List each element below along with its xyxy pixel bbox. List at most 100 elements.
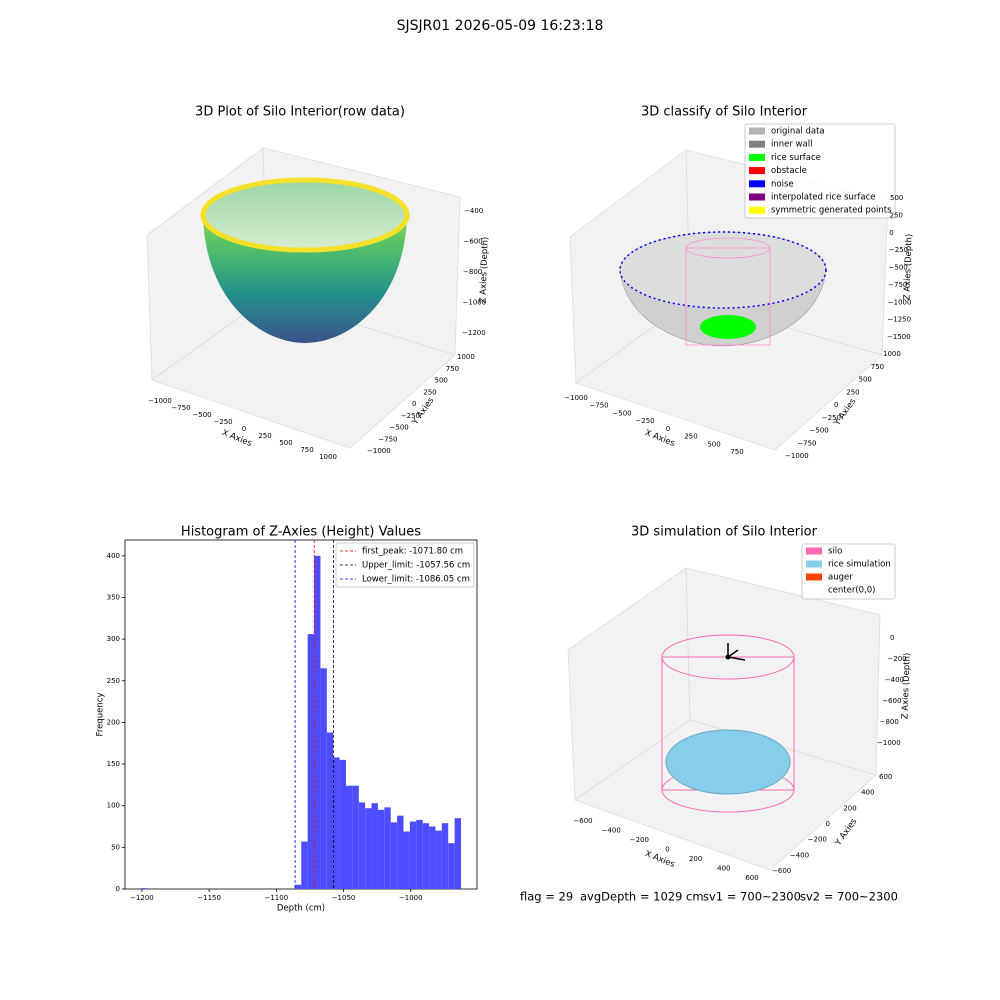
zticks-label: 0 bbox=[889, 229, 893, 237]
pane bbox=[151, 296, 456, 449]
center bbox=[725, 654, 731, 660]
zticks-label: 0 bbox=[890, 634, 894, 642]
bar bbox=[294, 884, 302, 889]
bar bbox=[333, 757, 340, 889]
bar bbox=[422, 823, 430, 889]
bar bbox=[371, 803, 378, 889]
y-tick-label: 350 bbox=[107, 593, 120, 601]
legend-label: rice simulation bbox=[828, 560, 891, 570]
x-axis-label: X Axies bbox=[643, 428, 676, 449]
x-axis-label: X Axies bbox=[643, 849, 676, 870]
panel-simulation bbox=[567, 543, 896, 871]
legend-label: interpolated rice surface bbox=[771, 193, 876, 203]
footer-text: flag = 29 bbox=[520, 890, 573, 904]
legend-swatch bbox=[749, 153, 765, 161]
footer-text: avgDepth = 1029 cm bbox=[580, 890, 704, 904]
xticks-label: −400 bbox=[602, 827, 621, 835]
yticks-label: 0 bbox=[412, 400, 416, 408]
noise-ring bbox=[619, 231, 827, 309]
xticks-label: −250 bbox=[635, 417, 654, 425]
xticks-label: 250 bbox=[684, 433, 697, 441]
y-axis-label: Frequency bbox=[96, 693, 106, 737]
xticks-label: −1000 bbox=[148, 397, 172, 405]
yticks-label: 0 bbox=[834, 401, 838, 409]
zticks-label: −800 bbox=[880, 718, 899, 726]
xticks-label: 750 bbox=[730, 448, 743, 456]
cylinder bbox=[685, 247, 771, 346]
y-tick-label: 0 bbox=[116, 885, 120, 893]
bar bbox=[345, 785, 353, 889]
yticks-label: 1000 bbox=[457, 353, 475, 361]
legend-label: rice surface bbox=[771, 153, 821, 163]
xticks-label: −200 bbox=[630, 836, 649, 844]
zticks-label: −200 bbox=[887, 655, 906, 663]
yticks-label: 1000 bbox=[883, 350, 901, 358]
bar bbox=[435, 830, 442, 889]
legend-swatch bbox=[749, 140, 765, 148]
zticks-label: −600 bbox=[464, 238, 483, 246]
yticks-label: −500 bbox=[810, 427, 829, 435]
surface-rim bbox=[200, 177, 410, 253]
legend-label: inner wall bbox=[771, 140, 812, 150]
bar bbox=[390, 822, 398, 889]
silo-top bbox=[661, 634, 795, 680]
bar bbox=[384, 807, 391, 889]
x-tick-label: −1000 bbox=[399, 894, 423, 902]
yticks-label: 400 bbox=[861, 789, 874, 797]
y-tick-label: 50 bbox=[111, 843, 120, 851]
y-tick-label: 300 bbox=[107, 635, 120, 643]
yticks-label: −750 bbox=[378, 435, 397, 443]
bar bbox=[365, 808, 372, 889]
yticks-label: −500 bbox=[390, 424, 409, 432]
yticks-label: 500 bbox=[859, 376, 872, 384]
zticks-label: −750 bbox=[888, 281, 907, 289]
yticks-label: −1000 bbox=[367, 447, 391, 455]
legend-label: first_peak: -1071.80 cm bbox=[362, 547, 463, 557]
legend bbox=[744, 123, 896, 219]
xticks-label: −500 bbox=[612, 409, 631, 417]
bar bbox=[429, 826, 436, 889]
legend-label: Upper_limit: -1057.56 cm bbox=[362, 561, 470, 571]
bar bbox=[358, 802, 366, 889]
z-axis-label: Z Axies (Depth) bbox=[902, 234, 914, 301]
yticks-label: 250 bbox=[423, 388, 436, 396]
cylinder-top bbox=[685, 237, 771, 259]
bar bbox=[454, 818, 462, 889]
zticks-label: −1200 bbox=[462, 329, 486, 337]
legend-swatch bbox=[806, 573, 822, 581]
yticks-label: −250 bbox=[401, 412, 420, 420]
legend-label: obstacle bbox=[771, 166, 807, 176]
xticks-label: −750 bbox=[171, 404, 190, 412]
xticks-label: 750 bbox=[300, 446, 313, 454]
bar bbox=[448, 843, 455, 889]
xticks-label: 200 bbox=[689, 855, 702, 863]
z-axis-label: Z Axies (Depth) bbox=[478, 237, 490, 304]
bar bbox=[377, 809, 385, 889]
yticks-label: −750 bbox=[797, 439, 816, 447]
zticks-label: −800 bbox=[463, 268, 482, 276]
bar bbox=[441, 823, 449, 889]
bar bbox=[397, 815, 404, 889]
y-tick-label: 250 bbox=[107, 677, 120, 685]
yticks-label: −400 bbox=[790, 851, 809, 859]
footer-text: sv2 = 700~2300 bbox=[800, 890, 898, 904]
x-axis-label: Depth (cm) bbox=[277, 904, 325, 914]
legend-swatch bbox=[749, 180, 765, 188]
yticks-label: 200 bbox=[843, 804, 856, 812]
zticks-label: 500 bbox=[890, 194, 903, 202]
x-tick-label: −1150 bbox=[197, 894, 221, 902]
panel-surface bbox=[146, 147, 461, 449]
yticks-label: 750 bbox=[446, 365, 459, 373]
xticks-label: 0 bbox=[242, 425, 246, 433]
chart-title: 3D classify of Silo Interior bbox=[641, 105, 808, 120]
y-tick-label: 200 bbox=[107, 718, 120, 726]
bar bbox=[314, 555, 321, 889]
zticks-label: −400 bbox=[464, 207, 483, 215]
xticks-label: −1000 bbox=[564, 394, 588, 402]
legend-swatch bbox=[806, 560, 822, 568]
legend bbox=[801, 543, 896, 600]
x-axis-label: X Axies bbox=[220, 428, 253, 449]
y-tick-label: 150 bbox=[107, 760, 120, 768]
z-axis-label: Z Axies (Depth) bbox=[900, 653, 912, 720]
bar bbox=[409, 821, 417, 889]
